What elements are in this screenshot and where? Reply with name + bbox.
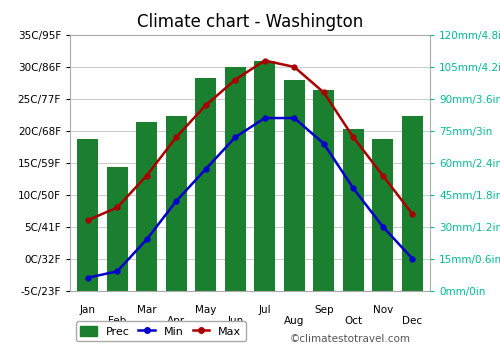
Bar	[372, 139, 393, 290]
Text: May: May	[195, 304, 216, 315]
Bar	[254, 61, 275, 290]
Legend: Prec, Min, Max: Prec, Min, Max	[76, 322, 246, 341]
Bar	[107, 167, 128, 290]
Bar	[225, 67, 246, 290]
Bar	[314, 90, 334, 290]
Text: Feb: Feb	[108, 316, 126, 326]
Text: Oct: Oct	[344, 316, 362, 326]
Title: Climate chart - Washington: Climate chart - Washington	[137, 13, 363, 31]
Text: Nov: Nov	[372, 304, 393, 315]
Text: ©climatestotravel.com: ©climatestotravel.com	[290, 334, 411, 344]
Bar	[166, 116, 186, 290]
Bar	[402, 116, 422, 290]
Text: Jun: Jun	[227, 316, 244, 326]
Bar	[78, 139, 98, 290]
Text: Aug: Aug	[284, 316, 304, 326]
Bar	[136, 122, 157, 290]
Bar	[284, 80, 304, 290]
Text: Dec: Dec	[402, 316, 422, 326]
Bar	[196, 78, 216, 290]
Bar	[343, 129, 363, 290]
Text: Mar: Mar	[137, 304, 156, 315]
Text: Apr: Apr	[167, 316, 186, 326]
Text: Jan: Jan	[80, 304, 96, 315]
Text: Sep: Sep	[314, 304, 334, 315]
Text: Jul: Jul	[258, 304, 271, 315]
